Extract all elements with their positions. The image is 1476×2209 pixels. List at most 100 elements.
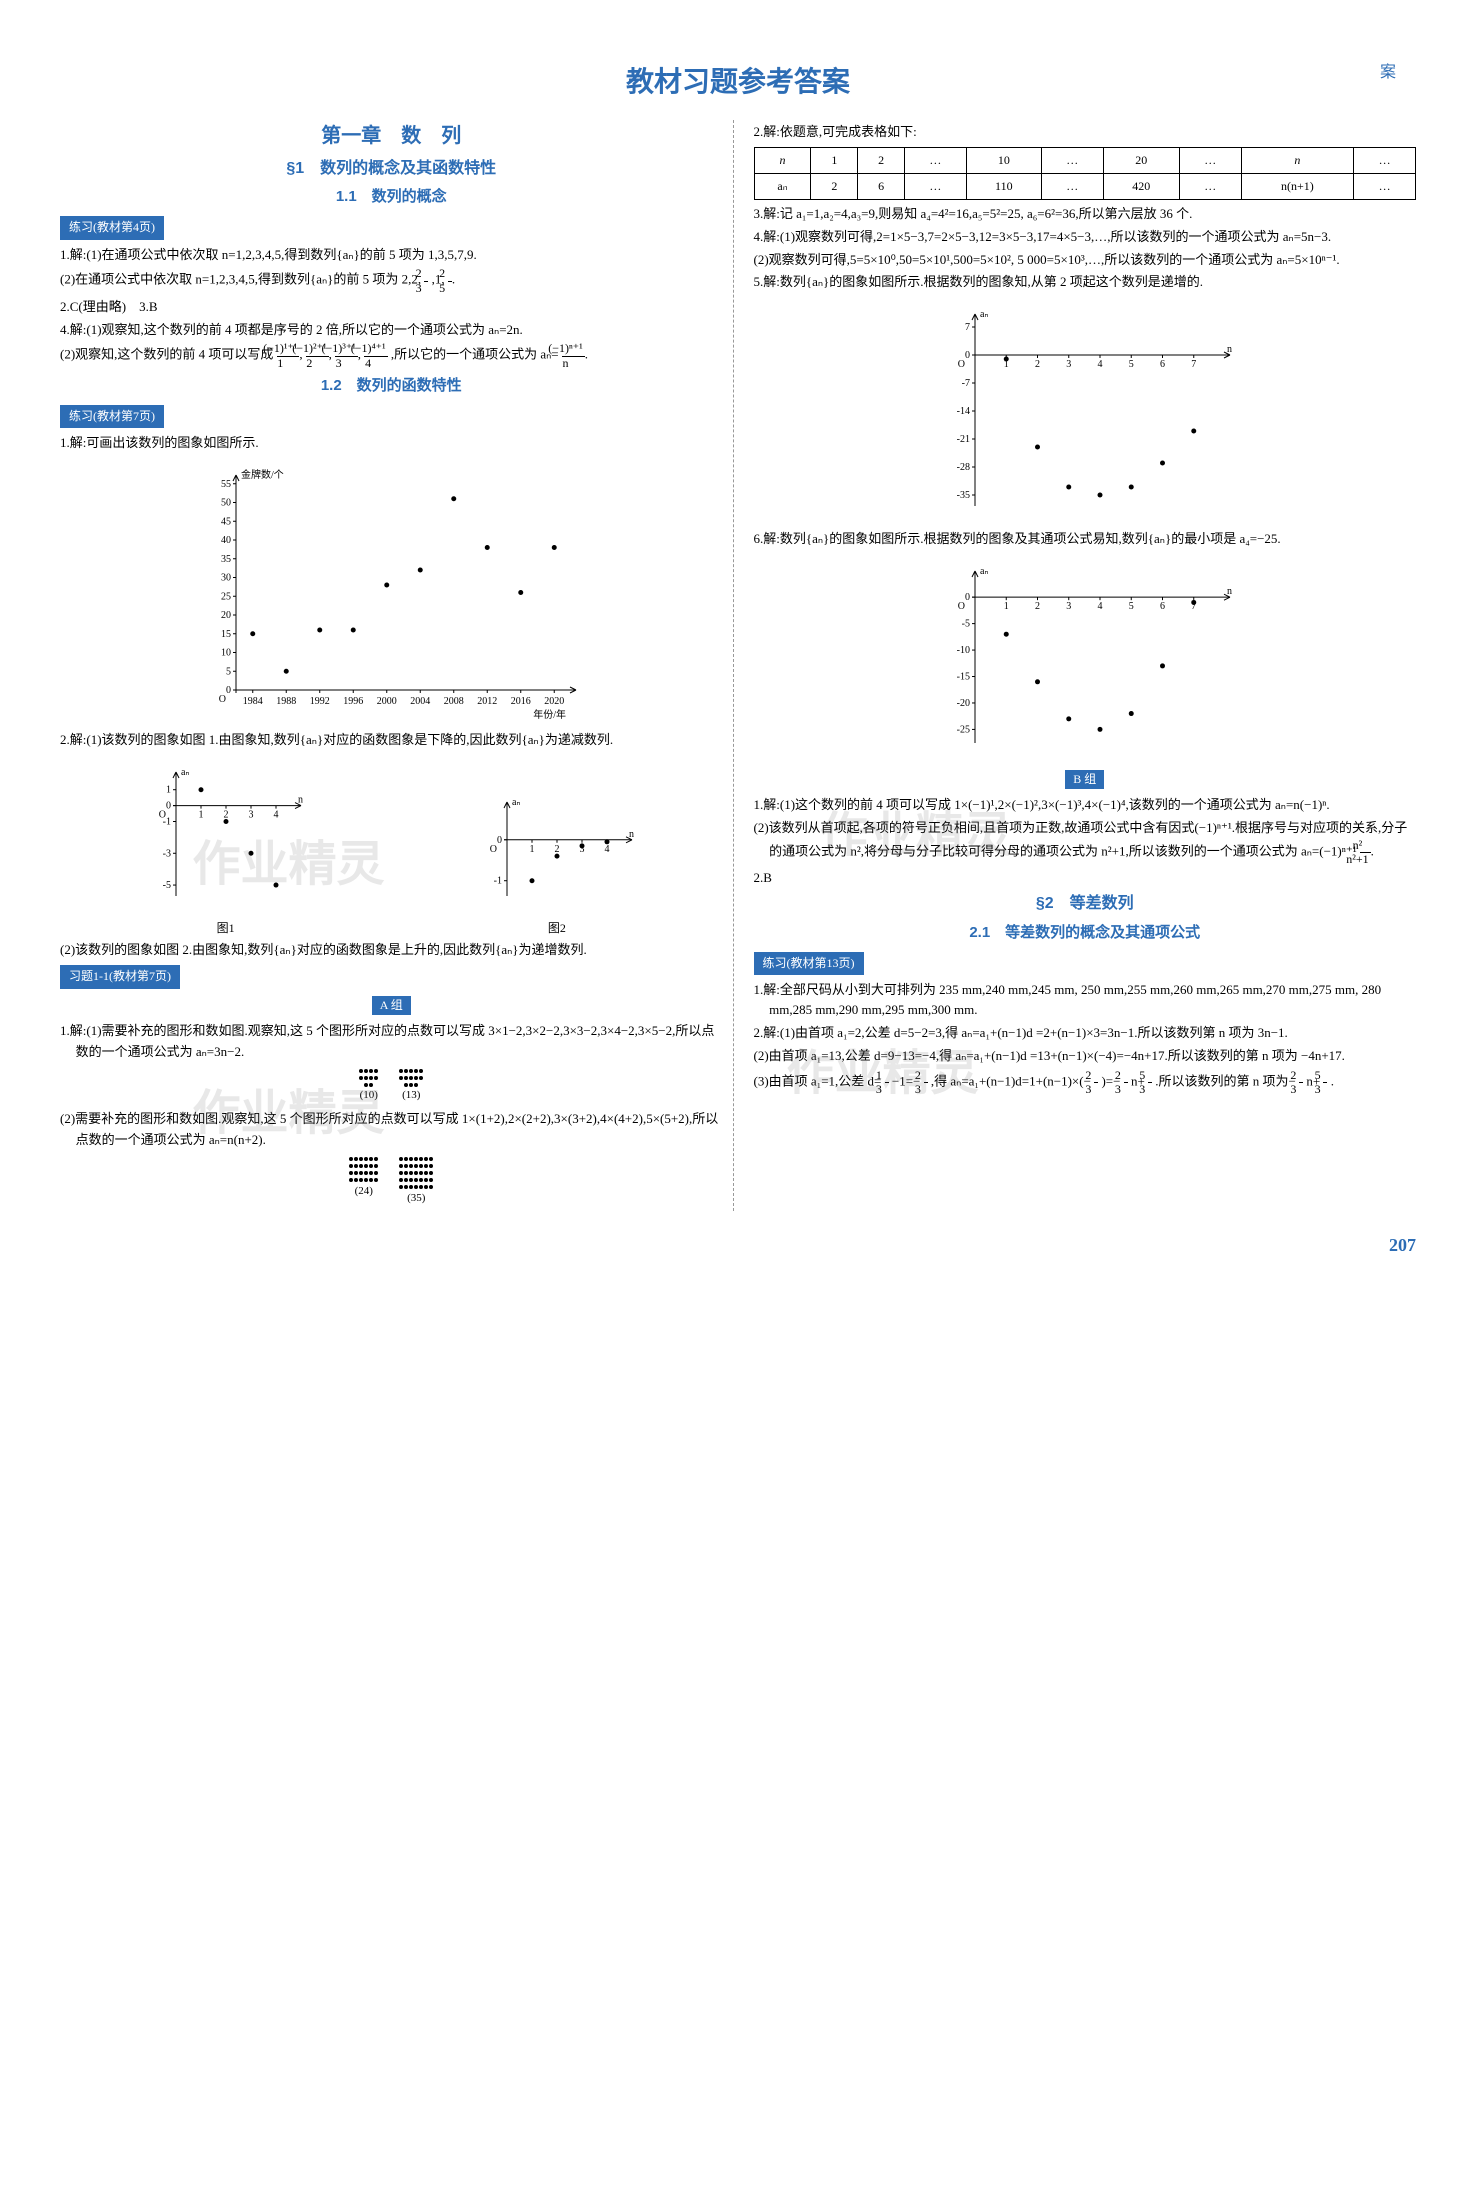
svg-text:O: O xyxy=(219,694,226,705)
a-q6: 6.解:数列{aₙ}的图象如图所示.根据数列的图象及其通项公式易知,数列{aₙ}… xyxy=(754,529,1417,550)
p13-q2b: (2)由首项 a₁=13,公差 d=9−13=−4,得 aₙ=a₁+(n−1)d… xyxy=(754,1046,1417,1067)
practice-p13-label: 练习(教材第13页) xyxy=(754,952,864,975)
p13-f4: 23 xyxy=(1124,1069,1128,1096)
svg-text:6: 6 xyxy=(1160,359,1165,370)
a-q3: 3.解:记 a₁=1,a₂=4,a₃=9,则易知 a₄=4²=16,a₅=5²=… xyxy=(754,204,1417,225)
svg-text:金牌数/个: 金牌数/个 xyxy=(241,468,284,481)
b-q1b: (2)该数列从首项起,各项的符号正负相间,且首项为正数,故通项公式中含有因式(−… xyxy=(754,818,1417,866)
chart-4: O-25-20-15-10-501234567aₙn xyxy=(754,558,1417,758)
p13-q2a: 2.解:(1)由首项 a₁=2,公差 d=5−2=3,得 aₙ=a₁+(n−1)… xyxy=(754,1023,1417,1044)
svg-text:-20: -20 xyxy=(956,698,969,709)
svg-text:15: 15 xyxy=(221,628,231,639)
svg-text:40: 40 xyxy=(221,535,231,546)
svg-text:-1: -1 xyxy=(494,875,502,886)
fig1-caption: 图1 xyxy=(146,919,306,938)
chart-2a: O-5-3-1011234aₙn xyxy=(146,761,306,911)
a-q1b: (2)需要补充的图形和数如图.观察知,这 5 个图形所对应的点数可以写成 1×(… xyxy=(60,1109,723,1151)
p4-q4b-mid: ,所以它的一个通项公式为 aₙ= xyxy=(391,347,559,362)
p4-q1b-lead: (2)在通项公式中依次取 n=1,2,3,4,5,得到数列{aₙ}的前 5 项为… xyxy=(60,272,421,287)
svg-text:45: 45 xyxy=(221,516,231,527)
p13-q2c-s8: . xyxy=(1331,1074,1334,1089)
p7-q2a: 2.解:(1)该数列的图象如图 1.由图象知,数列{aₙ}对应的函数图象是下降的… xyxy=(60,730,723,751)
p13-f3: 23 xyxy=(1094,1069,1098,1096)
q2-table: n12…10…20…n… aₙ26…110…420…n(n+1)… xyxy=(754,147,1417,200)
svg-text:7: 7 xyxy=(1191,359,1196,370)
p13-q2c-s6: .所以该数列的第 n 项为− xyxy=(1155,1074,1296,1089)
svg-text:5: 5 xyxy=(1129,359,1134,370)
svg-text:n: n xyxy=(1227,344,1232,355)
group-b-label: B 组 xyxy=(1065,770,1104,789)
svg-text:55: 55 xyxy=(221,478,231,489)
a-q4a: 4.解:(1)观察数列可得,2=1×5−3,7=2×5−3,12=3×5−3,1… xyxy=(754,227,1417,248)
dot-figures-1: (10)(13) xyxy=(60,1066,723,1105)
svg-text:3: 3 xyxy=(1066,359,1071,370)
p7-q1: 1.解:可画出该数列的图象如图所示. xyxy=(60,433,723,454)
svg-text:3: 3 xyxy=(248,809,253,820)
svg-text:0: 0 xyxy=(226,685,231,696)
p13-f1: 13 xyxy=(885,1069,889,1096)
svg-text:O: O xyxy=(958,359,965,370)
two-column-layout: 第一章 数 列 §1 数列的概念及其函数特性 1.1 数列的概念 练习(教材第4… xyxy=(60,120,1416,1211)
svg-text:1996: 1996 xyxy=(344,696,364,707)
svg-text:年份/年: 年份/年 xyxy=(533,708,566,721)
a-q1a: 1.解:(1)需要补充的图形和数如图.观察知,这 5 个图形所对应的点数可以写成… xyxy=(60,1021,723,1063)
svg-text:6: 6 xyxy=(1160,601,1165,612)
p13-q2c: (3)由首项 a₁=1,公差 d= 13 −1=− 23 ,得 aₙ=a₁+(n… xyxy=(754,1069,1417,1096)
practice-p7-label: 练习(教材第7页) xyxy=(60,405,164,428)
page-number: 207 xyxy=(60,1231,1416,1260)
b-q2: 2.B xyxy=(754,868,1417,889)
p4-frac-2: 25 xyxy=(448,267,452,294)
p13-q2c-s3: ,得 aₙ=a₁+(n−1)d=1+(n−1)×(− xyxy=(931,1074,1091,1089)
subsection-2-1: 2.1 等差数列的概念及其通项公式 xyxy=(754,921,1417,945)
p4-q4b: (2)观察知,这个数列的前 4 项可以写成 (−1)¹⁺¹1, (−1)²⁺¹2… xyxy=(60,342,723,369)
chapter-title: 第一章 数 列 xyxy=(60,120,723,152)
svg-text:2020: 2020 xyxy=(545,696,565,707)
svg-text:2: 2 xyxy=(554,843,559,854)
b-q1a: 1.解:(1)这个数列的前 4 项可以写成 1×(−1)¹,2×(−1)²,3×… xyxy=(754,795,1417,816)
svg-text:1: 1 xyxy=(1004,601,1009,612)
svg-text:1992: 1992 xyxy=(310,696,330,707)
svg-text:2: 2 xyxy=(1035,359,1040,370)
svg-text:n: n xyxy=(298,794,303,805)
svg-text:O: O xyxy=(490,843,497,854)
svg-text:1984: 1984 xyxy=(243,696,263,707)
p13-f6: 23 xyxy=(1299,1069,1303,1096)
p13-q2c-s1: (3)由首项 a₁=1,公差 d= xyxy=(754,1074,882,1089)
svg-text:7: 7 xyxy=(965,322,970,333)
subsection-1-1: 1.1 数列的概念 xyxy=(60,185,723,209)
svg-text:-3: -3 xyxy=(162,848,170,859)
p4-q4b-lead: (2)观察知,这个数列的前 4 项可以写成 xyxy=(60,347,273,362)
svg-text:-1: -1 xyxy=(162,816,170,827)
svg-text:-10: -10 xyxy=(956,645,969,656)
chart-2b: O-101234aₙn xyxy=(477,791,637,911)
p4-q4-f4: (−1)⁴⁺¹4 xyxy=(364,342,387,369)
fig2-caption: 图2 xyxy=(477,919,637,938)
svg-text:aₙ: aₙ xyxy=(181,767,189,778)
svg-text:1: 1 xyxy=(166,784,171,795)
svg-text:-21: -21 xyxy=(956,434,969,445)
p4-q1a: 1.解:(1)在通项公式中依次取 n=1,2,3,4,5,得到数列{aₙ}的前 … xyxy=(60,245,723,266)
svg-text:aₙ: aₙ xyxy=(512,797,520,808)
svg-text:2008: 2008 xyxy=(444,696,464,707)
svg-text:n: n xyxy=(629,828,634,839)
svg-text:-35: -35 xyxy=(956,490,969,501)
left-column: 第一章 数 列 §1 数列的概念及其函数特性 1.1 数列的概念 练习(教材第4… xyxy=(60,120,723,1211)
b-q1b-text: (2)该数列从首项起,各项的符号正负相间,且首项为正数,故通项公式中含有因式(−… xyxy=(754,820,1408,858)
a-q5: 5.解:数列{aₙ}的图象如图所示.根据数列的图象知,从第 2 项起这个数列是递… xyxy=(754,272,1417,293)
svg-text:25: 25 xyxy=(221,591,231,602)
svg-text:0: 0 xyxy=(965,592,970,603)
p4-q4-fn: (−1)ⁿ⁺¹n xyxy=(562,342,585,369)
svg-text:0: 0 xyxy=(965,350,970,361)
svg-text:aₙ: aₙ xyxy=(980,566,988,577)
svg-text:35: 35 xyxy=(221,553,231,564)
svg-text:n: n xyxy=(1227,586,1232,597)
chart-1-gold-medals: O051015202530354045505519841988199219962… xyxy=(60,462,723,722)
figures-1-2: O-5-3-1011234aₙn 图1 O-101234aₙn 图2 xyxy=(60,753,723,938)
svg-text:0: 0 xyxy=(166,800,171,811)
svg-text:2000: 2000 xyxy=(377,696,397,707)
corner-marker: 案 xyxy=(1380,60,1396,86)
p7-q2b: (2)该数列的图象如图 2.由图象知,数列{aₙ}对应的函数图象是上升的,因此数… xyxy=(60,940,723,961)
p4-q4a: 4.解:(1)观察知,这个数列的前 4 项都是序号的 2 倍,所以它的一个通项公… xyxy=(60,320,723,341)
b-q1b-frac: n²n²+1 xyxy=(1360,839,1371,866)
svg-text:-15: -15 xyxy=(956,671,969,682)
